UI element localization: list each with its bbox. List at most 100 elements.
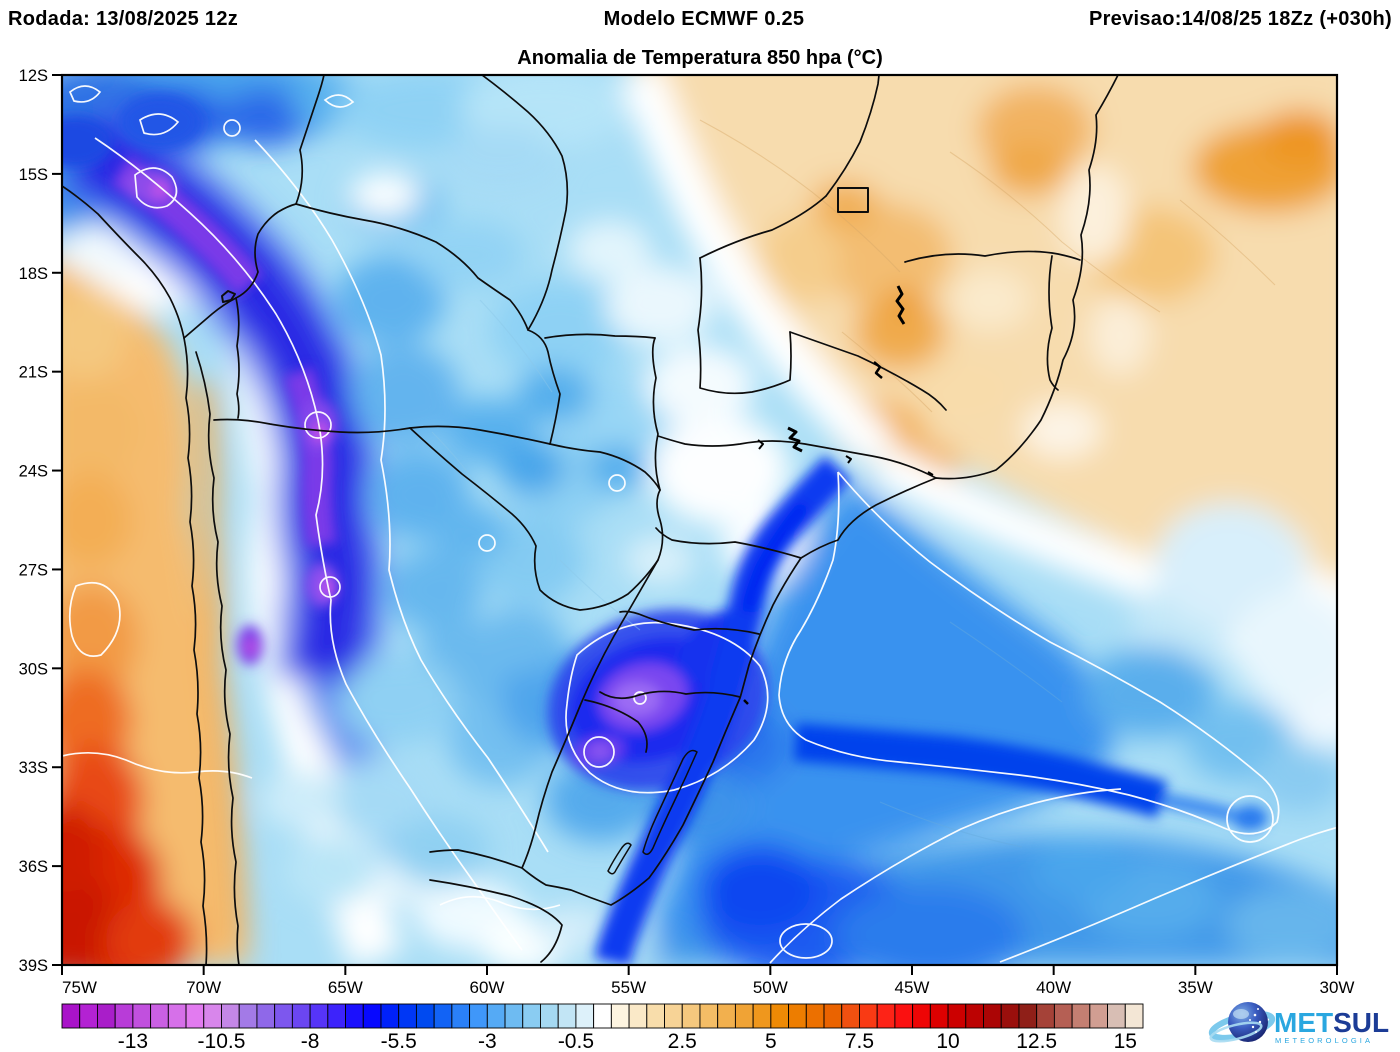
logo-sul-text: SUL bbox=[1333, 1007, 1389, 1038]
colorbar-cell bbox=[646, 1003, 665, 1029]
colorbar-tick-label: -8 bbox=[301, 1030, 320, 1052]
colorbar-cell bbox=[221, 1003, 240, 1029]
colorbar-cell bbox=[362, 1003, 382, 1029]
colorbar-cell bbox=[876, 1003, 896, 1029]
colorbar-cell bbox=[841, 1003, 860, 1029]
lat-label: 12S bbox=[19, 67, 48, 85]
colorbar-tick-label: 7.5 bbox=[845, 1030, 874, 1052]
colorbar-cell bbox=[415, 1003, 435, 1029]
map-frame bbox=[60, 73, 1339, 967]
colorbar-cell bbox=[309, 1003, 329, 1029]
lat-labels: 12S 15S 18S 21S 24S 27S 30S 33S 36S 39S bbox=[19, 67, 48, 975]
map-title: Anomalia de Temperatura 850 hpa (°C) bbox=[517, 47, 883, 69]
lon-label: 70W bbox=[186, 978, 221, 997]
colorbar-cell bbox=[1124, 1003, 1144, 1029]
colorbar-cell bbox=[1053, 1003, 1073, 1029]
colorbar-cell bbox=[238, 1003, 258, 1029]
colorbar-tick-label: 12.5 bbox=[1016, 1030, 1057, 1052]
colorbar-tick-label: 2.5 bbox=[668, 1030, 697, 1052]
colorbar-cell bbox=[1107, 1003, 1126, 1029]
colorbar-cell bbox=[752, 1003, 772, 1029]
colorbar-cell bbox=[1000, 1003, 1020, 1029]
colorbar-cell bbox=[327, 1003, 346, 1029]
lat-label: 30S bbox=[19, 660, 48, 678]
colorbar-cell bbox=[345, 1003, 364, 1029]
colorbar-cell bbox=[203, 1003, 222, 1029]
colorbar-tick-label: 15 bbox=[1114, 1030, 1137, 1052]
globe-icon bbox=[1208, 1002, 1276, 1043]
lat-label: 15S bbox=[19, 166, 48, 184]
logo-subtitle: METEOROLOGIA bbox=[1275, 1036, 1373, 1045]
lon-label: 35W bbox=[1178, 978, 1213, 997]
lon-label: 60W bbox=[470, 978, 505, 997]
colorbar-cell bbox=[380, 1003, 400, 1029]
colorbar-cell bbox=[1071, 1003, 1091, 1029]
colorbar-cell bbox=[1036, 1003, 1055, 1029]
colorbar-cell bbox=[114, 1003, 134, 1029]
lat-label: 27S bbox=[19, 561, 48, 579]
run-label: Rodada: 13/08/2025 12z bbox=[8, 8, 239, 30]
svg-text:METSUL: METSUL bbox=[1274, 1007, 1389, 1038]
colorbar-tick-label: -0.5 bbox=[558, 1030, 594, 1052]
colorbar-cell bbox=[628, 1003, 648, 1029]
lon-label: 50W bbox=[753, 978, 788, 997]
lon-label: 40W bbox=[1036, 978, 1071, 997]
colorbar-tick-label: 5 bbox=[765, 1030, 777, 1052]
contour-texture bbox=[431, 119, 1276, 848]
colorbar-cell bbox=[433, 1003, 453, 1029]
colorbar-cell bbox=[770, 1003, 790, 1029]
anomaly-field bbox=[62, 75, 1337, 965]
colorbar-cell bbox=[717, 1003, 736, 1029]
lat-label: 18S bbox=[19, 265, 48, 283]
forecast-label: Previsao:14/08/25 18Zz (+030h) bbox=[1088, 8, 1392, 30]
lat-ticks bbox=[52, 74, 62, 966]
colorbar-tick-label: 10 bbox=[936, 1030, 959, 1052]
lake-marks bbox=[743, 285, 934, 705]
colorbar-tick-label: -10.5 bbox=[198, 1030, 246, 1052]
colorbar-cell bbox=[1089, 1003, 1109, 1029]
logo-met-text: MET bbox=[1274, 1007, 1333, 1038]
lon-label: 75W bbox=[62, 978, 97, 997]
colorbar-cell bbox=[504, 1003, 524, 1029]
white-contours bbox=[62, 85, 1337, 964]
lat-label: 39S bbox=[19, 957, 48, 975]
map-borders bbox=[62, 75, 1119, 965]
colorbar-cell bbox=[734, 1003, 754, 1029]
colorbar bbox=[61, 1003, 1144, 1029]
colorbar-tick-label: -3 bbox=[478, 1030, 497, 1052]
colorbar-cell bbox=[681, 1003, 701, 1029]
colorbar-cell bbox=[859, 1003, 878, 1029]
lat-label: 21S bbox=[19, 364, 48, 382]
colorbar-cell bbox=[965, 1003, 984, 1029]
lon-ticks bbox=[61, 965, 1338, 975]
colorbar-cell bbox=[593, 1003, 612, 1029]
colorbar-cell bbox=[79, 1003, 98, 1029]
colorbar-cell bbox=[61, 1003, 81, 1029]
colorbar-tick-label: -5.5 bbox=[381, 1030, 417, 1052]
colorbar-cell bbox=[132, 1003, 152, 1029]
lon-label: 45W bbox=[895, 978, 930, 997]
metsul-logo: METSUL METEOROLOGIA bbox=[1208, 1002, 1389, 1045]
colorbar-cell bbox=[699, 1003, 719, 1029]
lon-label: 65W bbox=[328, 978, 363, 997]
colorbar-cell bbox=[486, 1003, 506, 1029]
colorbar-cell bbox=[575, 1003, 595, 1029]
colorbar-cell bbox=[540, 1003, 559, 1029]
lon-labels: 75W 70W 65W 60W 55W 50W 45W 40W 35W 30W bbox=[62, 978, 1354, 997]
lat-label: 24S bbox=[19, 463, 48, 481]
lat-label: 36S bbox=[19, 858, 48, 876]
colorbar-labels: -13 -10.5 -8 -5.5 -3 -0.5 2.5 5 7.5 10 12.5 15 bbox=[118, 1030, 1137, 1052]
colorbar-cell bbox=[398, 1003, 417, 1029]
lon-label: 30W bbox=[1320, 978, 1355, 997]
colorbar-cell bbox=[96, 1003, 116, 1029]
colorbar-cell bbox=[469, 1003, 488, 1029]
colorbar-cell bbox=[912, 1003, 931, 1029]
colorbar-cell bbox=[788, 1003, 807, 1029]
colorbar-cell bbox=[291, 1003, 311, 1029]
colorbar-cell bbox=[664, 1003, 683, 1029]
colorbar-cell bbox=[274, 1003, 293, 1029]
colorbar-cell bbox=[185, 1003, 205, 1029]
colorbar-cell bbox=[451, 1003, 471, 1029]
